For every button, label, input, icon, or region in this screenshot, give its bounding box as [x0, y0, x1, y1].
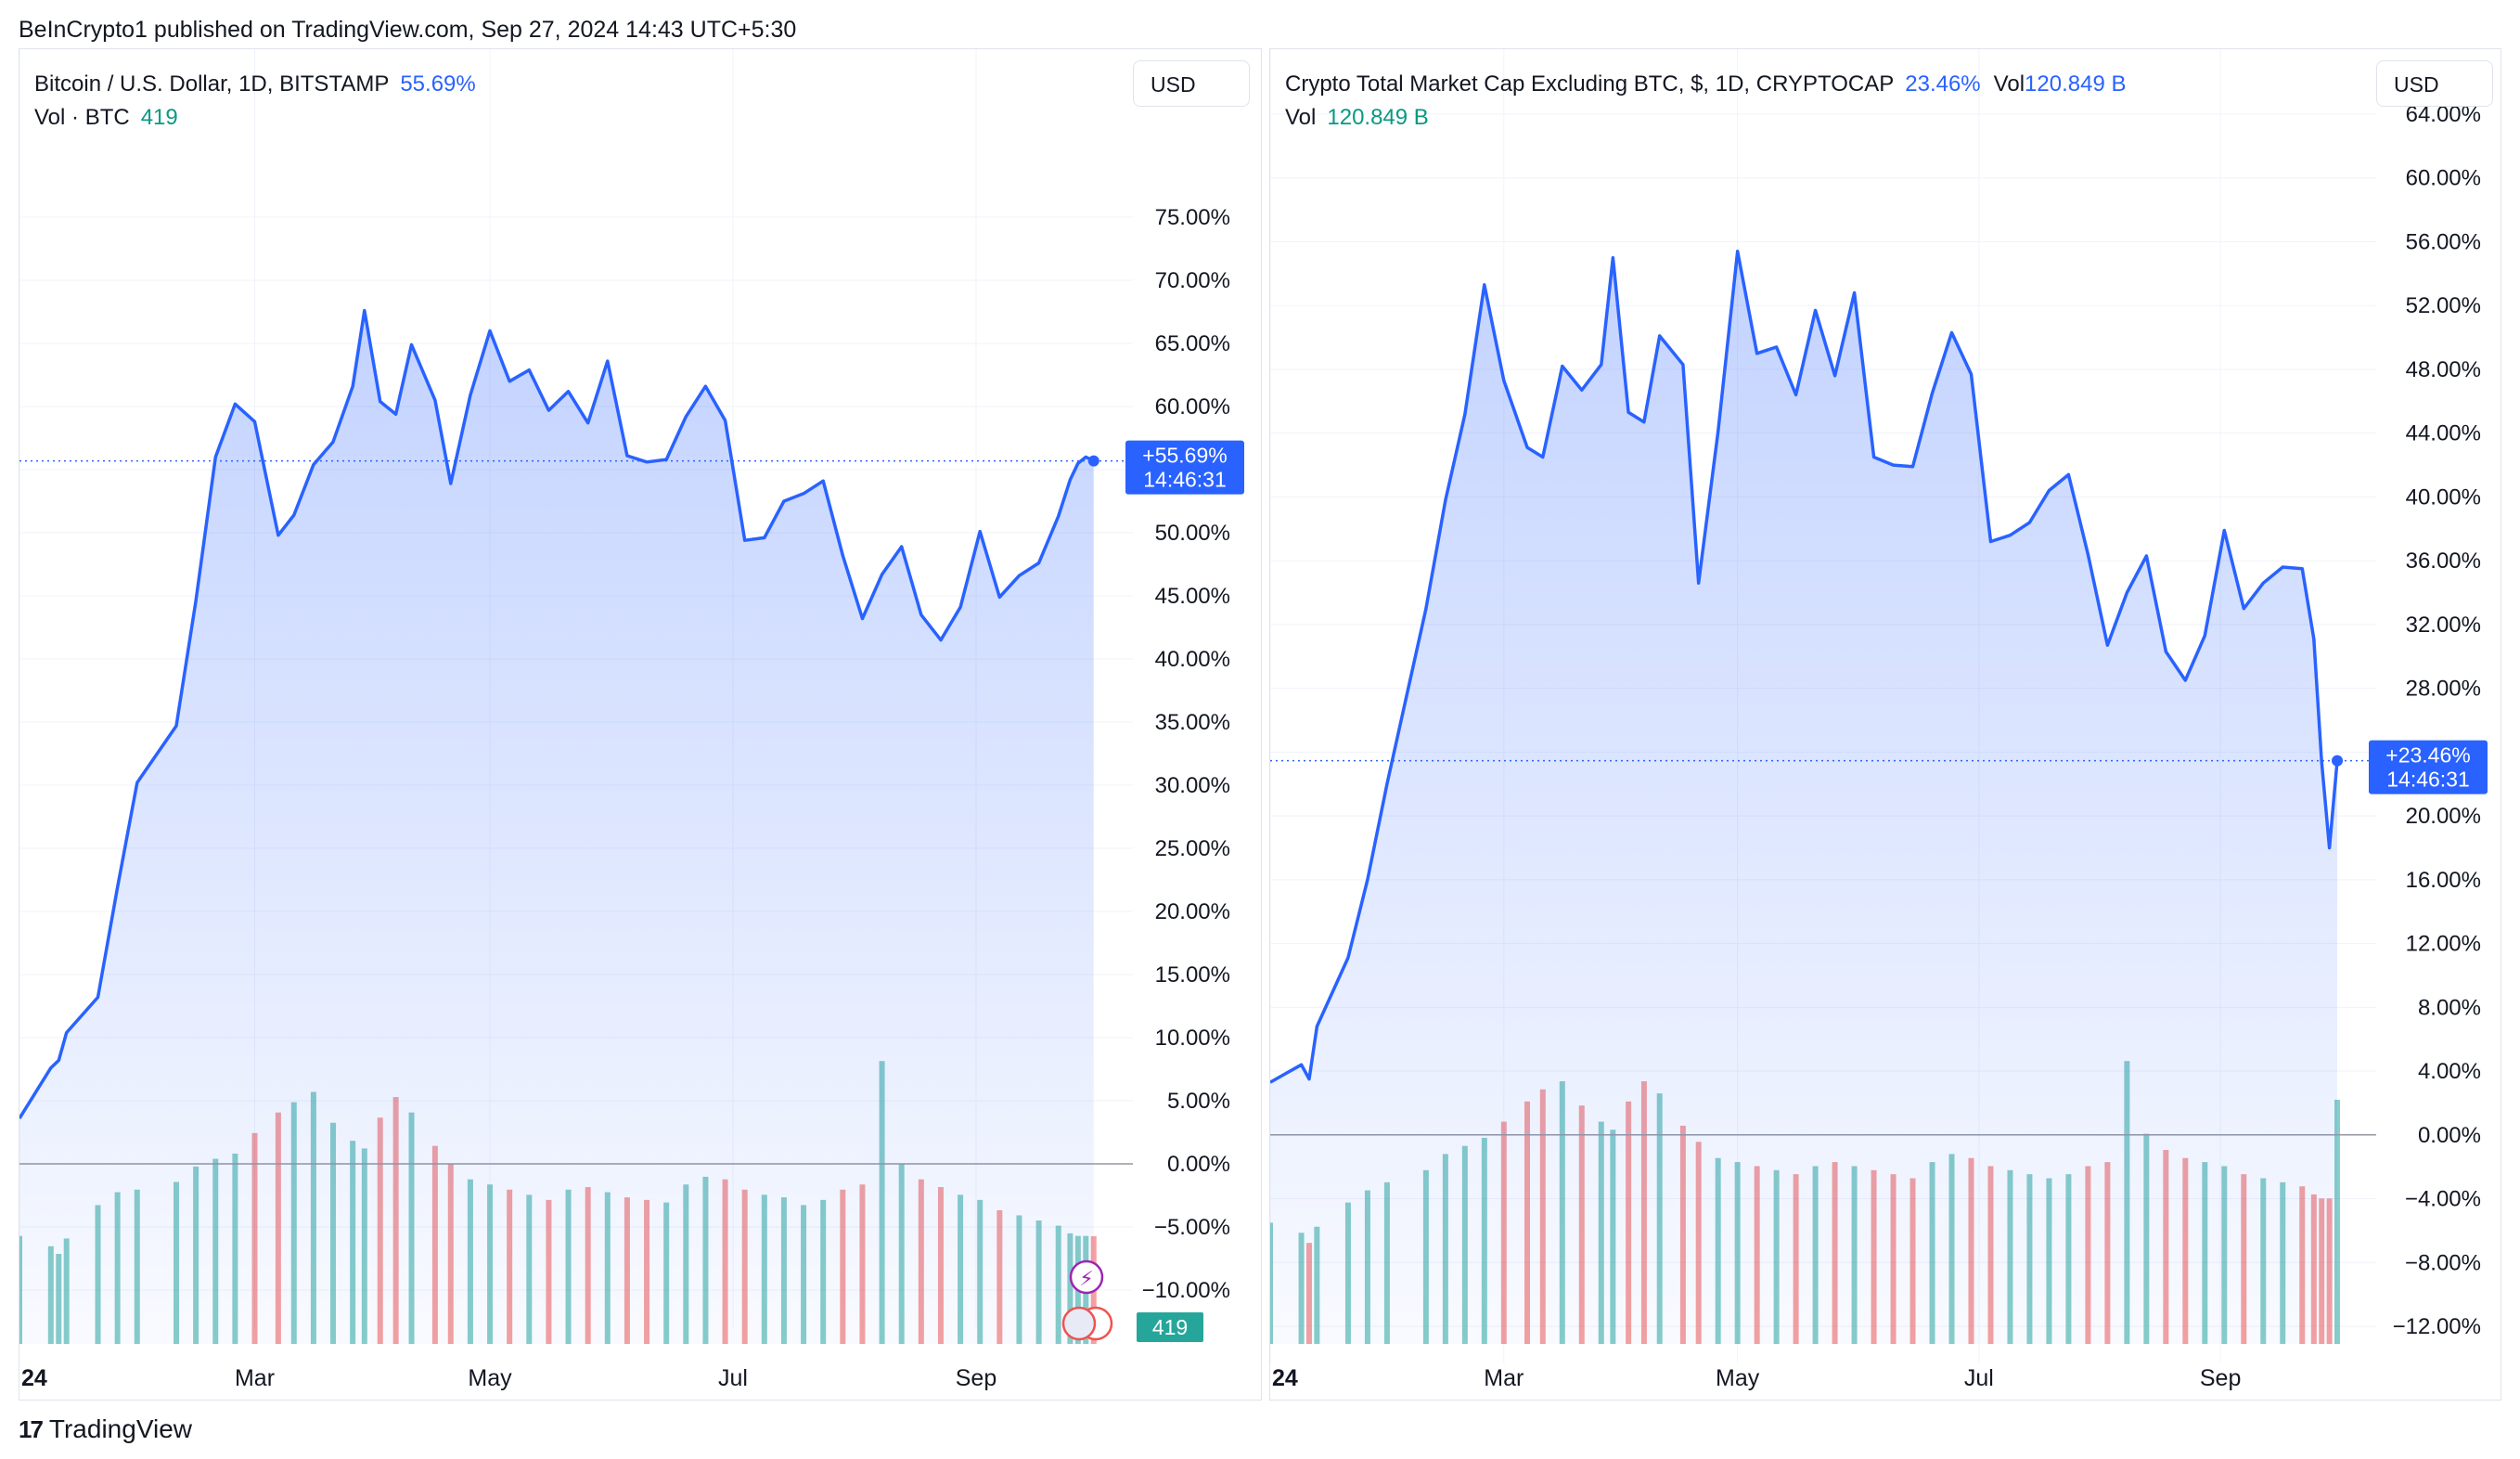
btc-vol-value: 419 — [140, 105, 178, 130]
btc-last-dot — [1087, 455, 1099, 467]
btc-volume-label-box — [1137, 1312, 1203, 1342]
alt-ytick-label: 52.00% — [2406, 293, 2481, 318]
btc-ytick-label: 5.00% — [1167, 1089, 1230, 1114]
lightning-event-icon — [1069, 1259, 1104, 1295]
btc-title: Bitcoin / U.S. Dollar, 1D, BITSTAMP — [34, 71, 390, 97]
btc-ytick-label: 50.00% — [1155, 521, 1230, 546]
alt-ytick-label: 12.00% — [2406, 932, 2481, 957]
alt-last-label: +23.46% — [2385, 743, 2470, 768]
alt-legend: Crypto Total Market Cap Excluding BTC, $… — [1285, 68, 2126, 135]
footer-brand[interactable]: 17 TradingView — [19, 1414, 192, 1444]
btc-xtick-label: May — [468, 1365, 512, 1391]
btc-ytick-label: 70.00% — [1155, 268, 1230, 293]
alt-header-vol-label: Vol — [1993, 71, 2025, 97]
btc-last-label-box — [1125, 440, 1244, 495]
btc-ytick-label: 45.00% — [1155, 584, 1230, 609]
alt-header-vol-value: 120.849 B — [2025, 71, 2127, 97]
alt-ytick-label: 16.00% — [2406, 868, 2481, 893]
alt-area-fill — [1270, 251, 2338, 1344]
btc-currency-button[interactable]: USD — [1133, 60, 1250, 107]
btc-xtick-label: 24 — [21, 1365, 47, 1391]
btc-ytick-label: 60.00% — [1155, 394, 1230, 420]
alt-currency-button[interactable]: USD — [2376, 60, 2493, 107]
alt-vol-label: Vol — [1285, 105, 1317, 130]
btc-chart-svg[interactable]: 75.00%70.00%65.00%60.00%55.00%50.00%45.0… — [19, 49, 1261, 1400]
alt-volume-bar — [2334, 1099, 2341, 1344]
btc-ytick-label: 35.00% — [1155, 710, 1230, 735]
alt-ytick-label: 56.00% — [2406, 229, 2481, 254]
alt-ytick-label: 48.00% — [2406, 357, 2481, 382]
alt-ytick-label: 28.00% — [2406, 677, 2481, 702]
btc-ytick-label: 0.00% — [1167, 1152, 1230, 1177]
alt-ytick-label: 32.00% — [2406, 613, 2481, 638]
btc-last-label: +55.69% — [1142, 444, 1227, 468]
btc-area-fill — [19, 310, 1094, 1345]
footer-brand-text: TradingView — [48, 1414, 193, 1443]
btc-ytick-label: 10.00% — [1155, 1026, 1230, 1051]
btc-ytick-label: 25.00% — [1155, 836, 1230, 861]
btc-xtick-label: Sep — [956, 1365, 996, 1391]
alt-xtick-label: Mar — [1484, 1365, 1524, 1391]
alt-title: Crypto Total Market Cap Excluding BTC, $… — [1285, 71, 1895, 97]
btc-legend: Bitcoin / U.S. Dollar, 1D, BITSTAMP 55.69… — [34, 68, 476, 135]
btc-ytick-label: 20.00% — [1155, 899, 1230, 924]
alt-ytick-label: 0.00% — [2418, 1123, 2481, 1148]
tradingview-logo-icon: 17 — [19, 1414, 44, 1443]
btc-chart-pane[interactable]: Bitcoin / U.S. Dollar, 1D, BITSTAMP 55.69… — [19, 48, 1262, 1401]
alt-ytick-label: 44.00% — [2406, 421, 2481, 446]
alt-last-label-box — [2369, 740, 2488, 794]
alt-ytick-label: 40.00% — [2406, 484, 2481, 510]
btc-ytick-label: 40.00% — [1155, 647, 1230, 672]
alt-ytick-label: −4.00% — [2405, 1187, 2481, 1212]
btc-xtick-label: Mar — [235, 1365, 275, 1391]
alt-ytick-label: 36.00% — [2406, 549, 2481, 574]
btc-ytick-label: 65.00% — [1155, 331, 1230, 356]
alt-price-line — [1270, 250, 2339, 1084]
alt-ytick-label: −8.00% — [2405, 1250, 2481, 1275]
alt-ytick-label: 20.00% — [2406, 804, 2481, 829]
btc-ytick-label: −5.00% — [1154, 1215, 1230, 1240]
btc-change-value: 55.69% — [400, 71, 476, 97]
alt-vol-value: 120.849 B — [1327, 105, 1429, 130]
alt-xtick-label: Sep — [2200, 1365, 2241, 1391]
btc-vol-label: Vol · BTC — [34, 105, 130, 130]
alt-chart-pane[interactable]: Crypto Total Market Cap Excluding BTC, $… — [1269, 48, 2501, 1401]
publisher-line: BeInCrypto1 published on TradingView.com… — [19, 17, 797, 43]
us-flag-event-icon-2 — [1061, 1306, 1097, 1341]
btc-ytick-label: 30.00% — [1155, 773, 1230, 798]
btc-ytick-label: −10.00% — [1142, 1278, 1230, 1303]
alt-ytick-label: −12.00% — [2393, 1314, 2481, 1339]
btc-xtick-label: Jul — [718, 1365, 748, 1391]
btc-last-time: 14:46:31 — [1143, 468, 1227, 492]
alt-last-dot — [2332, 755, 2344, 767]
alt-ytick-label: 60.00% — [2406, 166, 2481, 191]
alt-chart-svg[interactable]: 64.00%60.00%56.00%52.00%48.00%44.00%40.0… — [1270, 49, 2501, 1400]
alt-ytick-label: 8.00% — [2418, 995, 2481, 1020]
alt-change-value: 23.46% — [1905, 71, 1981, 97]
btc-ytick-label: 75.00% — [1155, 205, 1230, 230]
alt-xtick-label: Jul — [1964, 1365, 1994, 1391]
alt-xtick-label: May — [1716, 1365, 1760, 1391]
btc-volume-label: 419 — [1152, 1315, 1188, 1339]
lightning-glyph-icon: ⚡ — [1079, 1268, 1093, 1291]
alt-ytick-label: 4.00% — [2418, 1059, 2481, 1084]
alt-xtick-label: 24 — [1272, 1365, 1298, 1391]
btc-ytick-label: 15.00% — [1155, 962, 1230, 988]
alt-last-time: 14:46:31 — [2386, 768, 2470, 792]
btc-price-line — [19, 308, 1095, 1119]
